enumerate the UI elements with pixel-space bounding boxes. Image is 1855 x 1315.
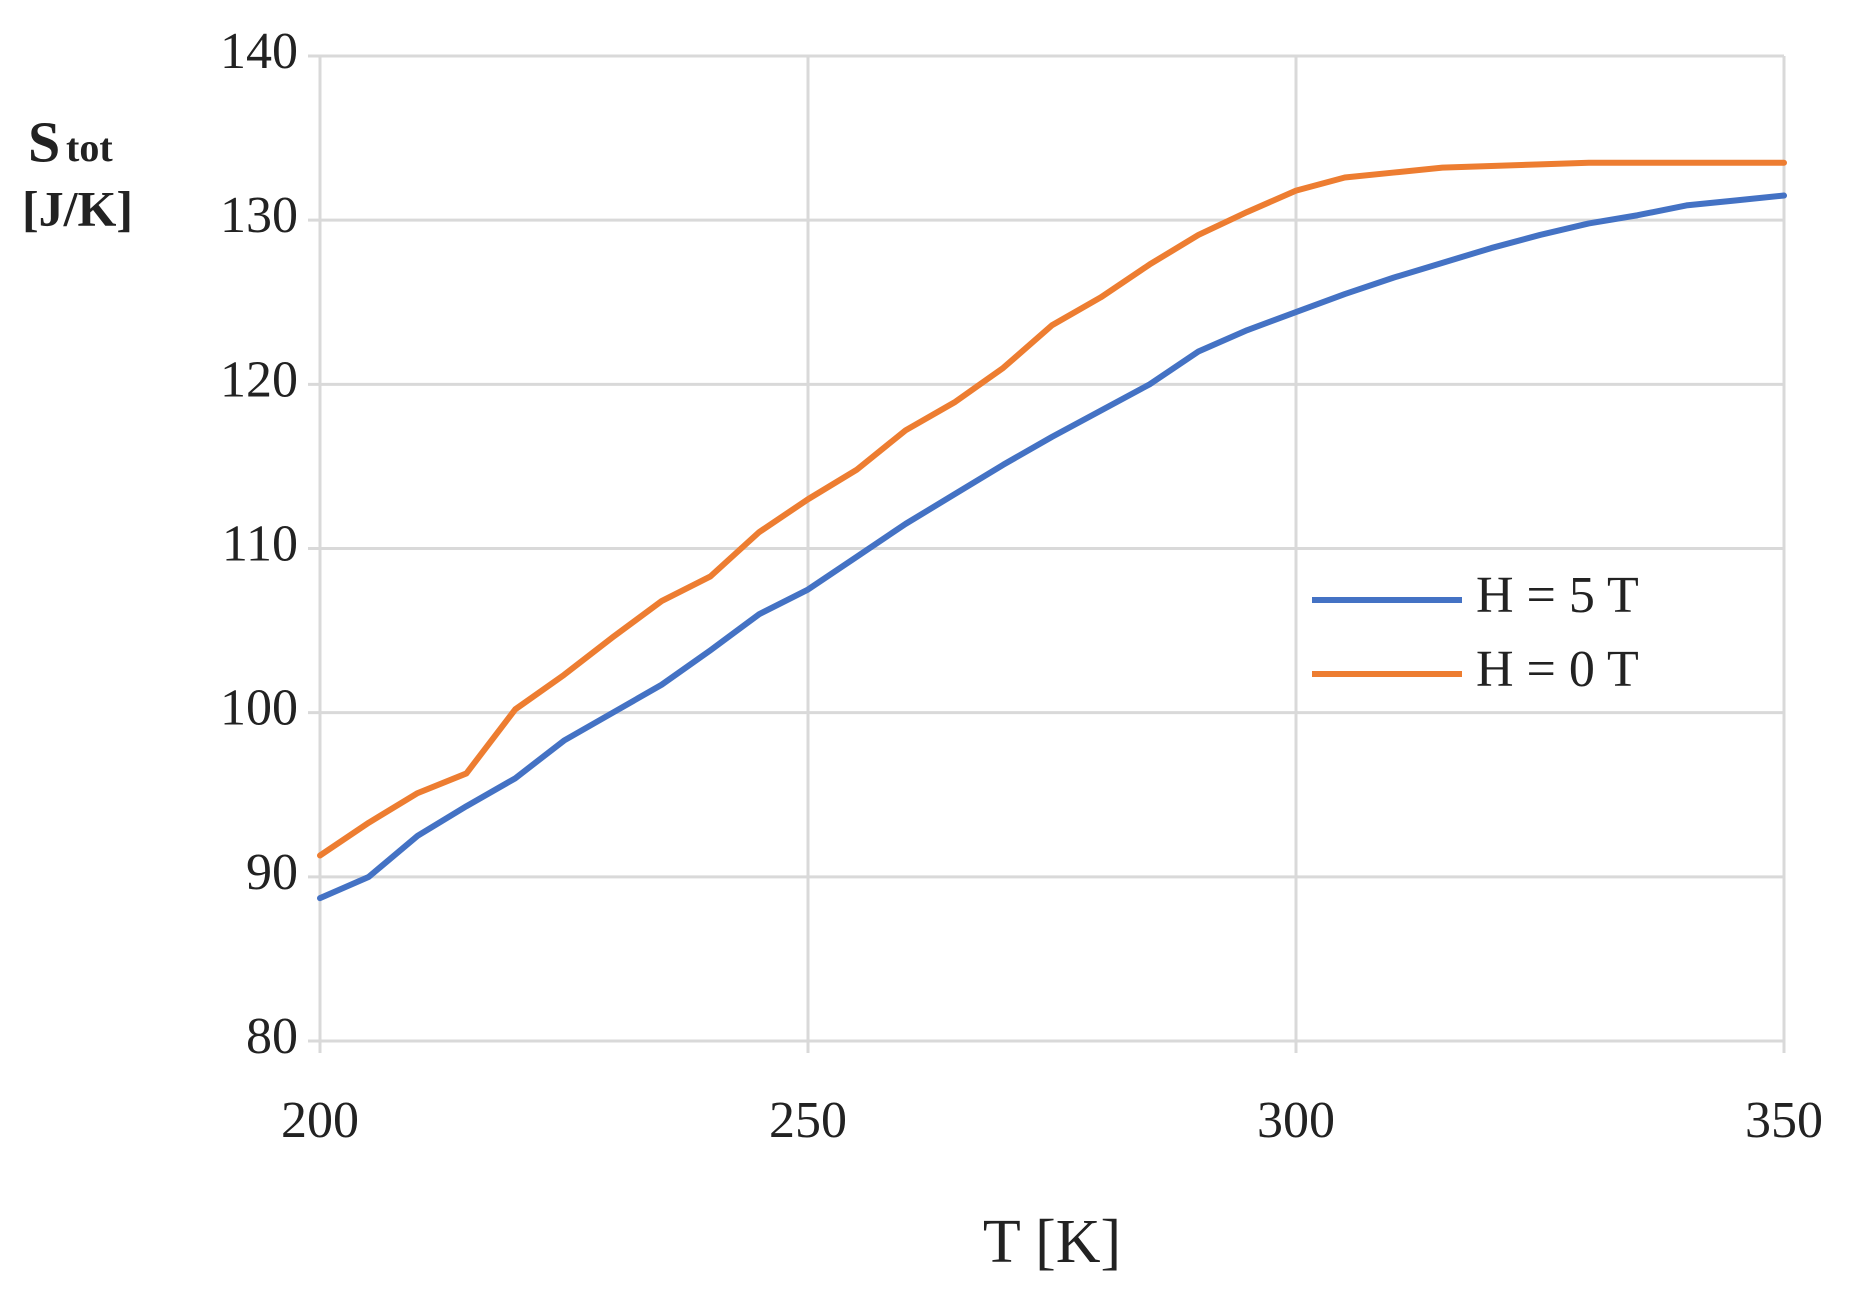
y-axis-label-subscript: tot bbox=[66, 125, 113, 170]
y-tick-label: 140 bbox=[220, 23, 298, 80]
series-line bbox=[317, 192, 1787, 902]
y-axis-label-symbol: S bbox=[28, 109, 60, 174]
x-tick-label: 300 bbox=[1257, 1092, 1335, 1149]
series-line bbox=[317, 159, 1787, 859]
y-tick-label: 120 bbox=[220, 351, 298, 408]
x-tick-label: 200 bbox=[281, 1092, 359, 1149]
y-tick-label: 110 bbox=[222, 515, 298, 572]
x-axis-label: T [K] bbox=[983, 1208, 1121, 1276]
y-tick-label: 80 bbox=[246, 1008, 298, 1065]
x-tick-label: 250 bbox=[769, 1092, 847, 1149]
y-axis-label-unit: [J/K] bbox=[22, 180, 133, 236]
legend-label: H = 0 T bbox=[1476, 641, 1639, 698]
legend-label: H = 5 T bbox=[1476, 567, 1639, 624]
y-tick-label: 90 bbox=[246, 844, 298, 901]
y-tick-label: 130 bbox=[220, 187, 298, 244]
y-tick-label: 100 bbox=[220, 680, 298, 737]
x-tick-label: 350 bbox=[1745, 1092, 1823, 1149]
